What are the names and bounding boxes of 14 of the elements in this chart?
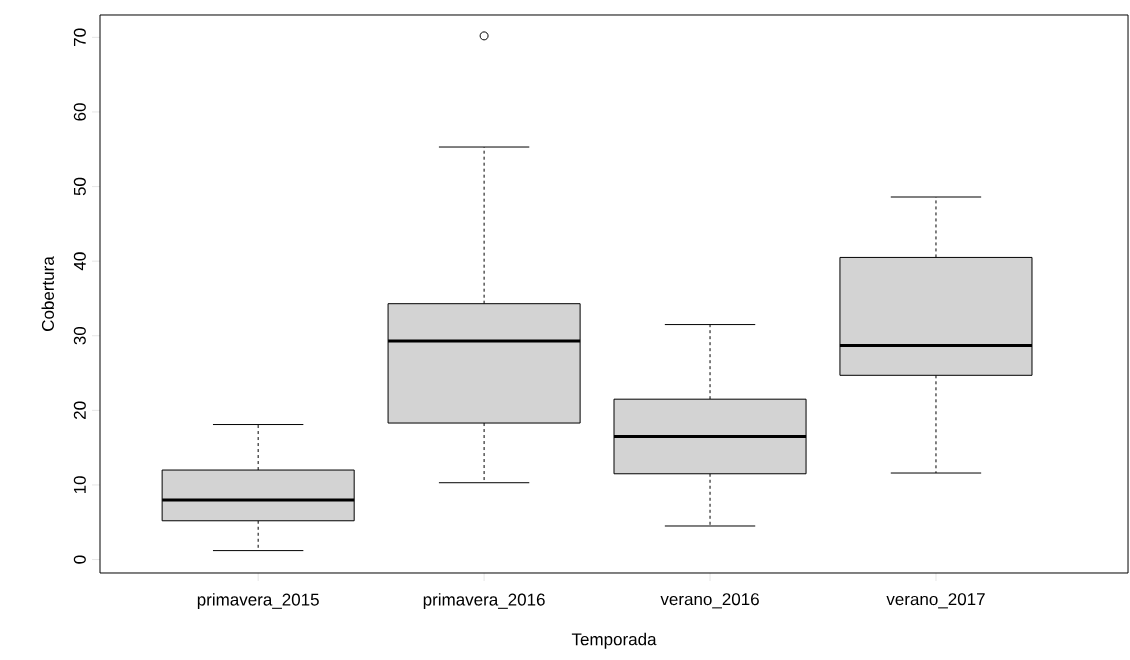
y-tick-label: 0: [73, 555, 86, 564]
x-axis-title: Temporada: [571, 632, 657, 649]
y-axis-title: Cobertura: [41, 256, 54, 331]
y-tick-label: 60: [73, 103, 86, 121]
y-tick-label: 20: [73, 401, 86, 419]
y-tick-label: 40: [73, 252, 86, 271]
y-tick-label: 30: [73, 326, 86, 345]
x-tick-label: verano_2016: [660, 593, 759, 609]
y-tick-label: 70: [73, 28, 86, 46]
x-tick-label: primavera_2015: [197, 593, 319, 609]
x-tick-label: verano_2017: [886, 593, 985, 609]
y-tick-label: 50: [73, 177, 86, 196]
y-tick-label: 10: [73, 476, 86, 494]
x-tick-label: primavera_2016: [423, 593, 545, 609]
